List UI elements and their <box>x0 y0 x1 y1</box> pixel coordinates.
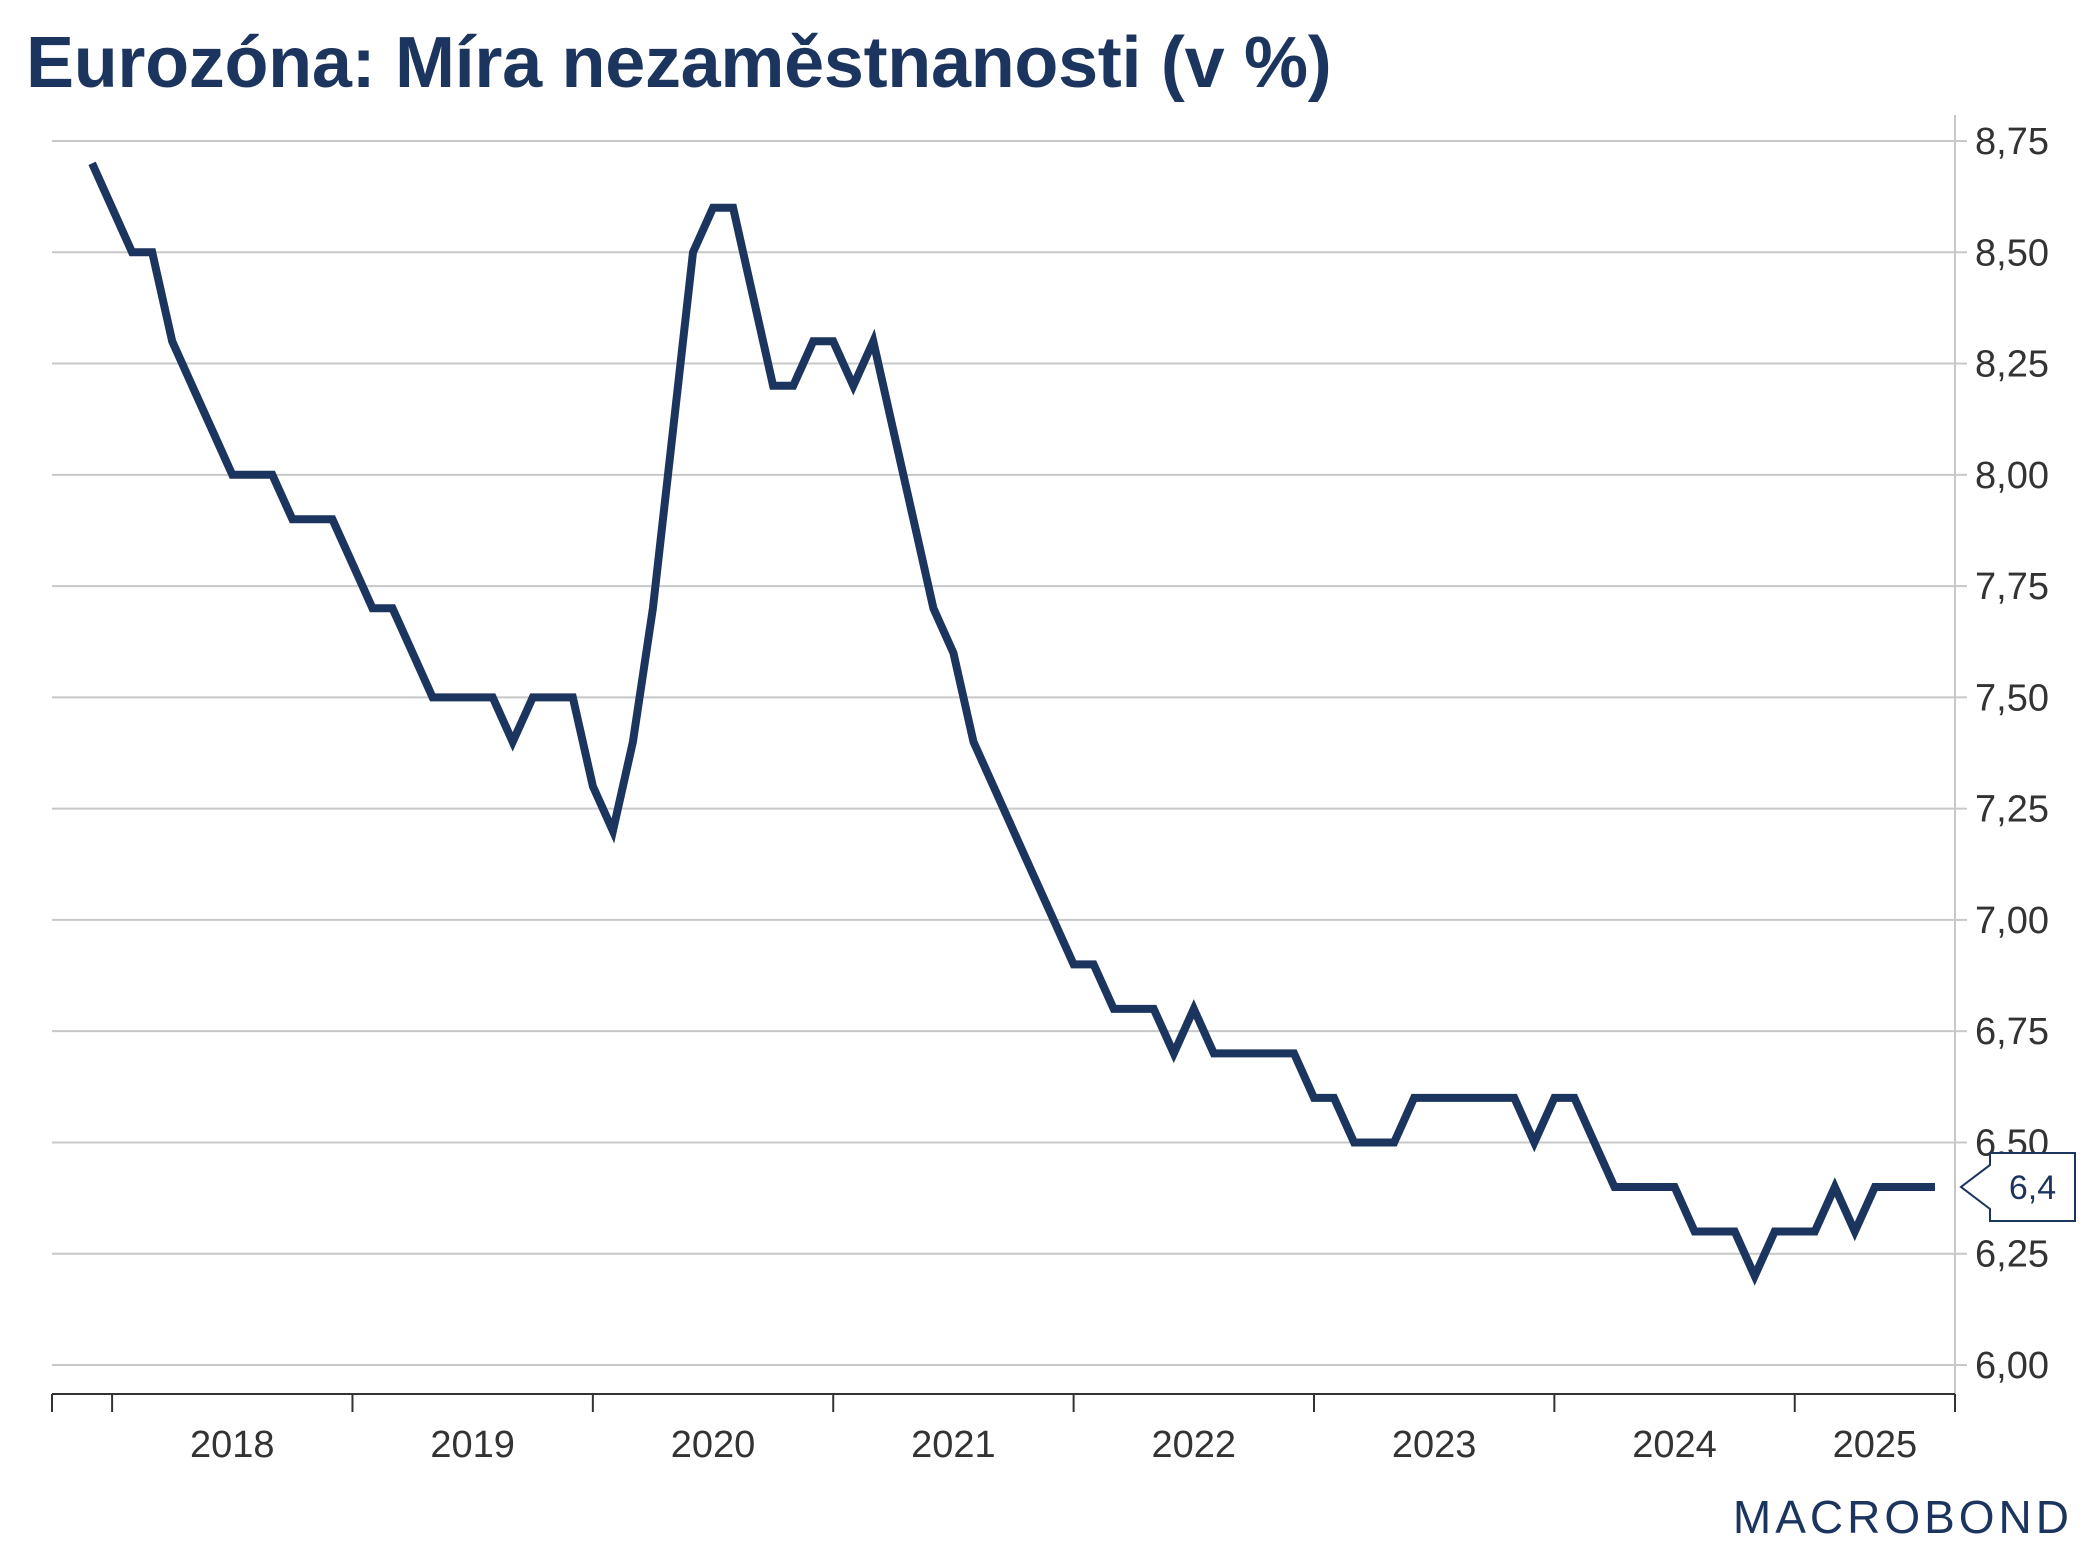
x-tick-label: 2021 <box>911 1424 996 1466</box>
x-tick-label: 2024 <box>1632 1424 1717 1466</box>
last-value-callout: 6,4 <box>1959 1151 2076 1222</box>
x-tick-label: 2020 <box>671 1424 756 1466</box>
chart-title: Eurozóna: Míra nezaměstnanosti (v %) <box>26 23 1332 103</box>
y-tick-label: 7,50 <box>1975 677 2049 719</box>
x-axis-ticks: 2018 2019 2020 2021 2022 2023 2024 2025 <box>51 1394 1956 1466</box>
y-tick-label: 8,50 <box>1975 232 2049 274</box>
y-tick-label: 6,25 <box>1975 1234 2049 1276</box>
y-tick-label: 8,25 <box>1975 344 2049 386</box>
y-tick-label: 7,75 <box>1975 566 2049 608</box>
axes <box>52 115 1956 1395</box>
callout-box <box>1959 1151 2076 1222</box>
grid-lines <box>52 140 1955 1366</box>
y-tick-label: 7,25 <box>1975 789 2049 831</box>
x-tick-label: 2018 <box>190 1424 275 1466</box>
series-group <box>88 161 1935 1286</box>
series-line <box>88 161 1935 1286</box>
last-value-label: 6,4 <box>2009 1169 2056 1207</box>
macrobond-logo: MACROBOND <box>1732 1491 2073 1543</box>
x-tick-label: 2022 <box>1152 1424 1237 1466</box>
y-tick-label: 8,00 <box>1975 455 2049 497</box>
y-tick-label: 8,75 <box>1975 121 2049 163</box>
x-tick-label: 2019 <box>430 1424 515 1466</box>
y-tick-label: 6,75 <box>1975 1011 2049 1053</box>
x-tick-label: 2023 <box>1392 1424 1477 1466</box>
x-tick-label: 2025 <box>1833 1424 1918 1466</box>
y-tick-label: 6,00 <box>1975 1345 2049 1387</box>
y-tick-label: 7,00 <box>1975 900 2049 942</box>
